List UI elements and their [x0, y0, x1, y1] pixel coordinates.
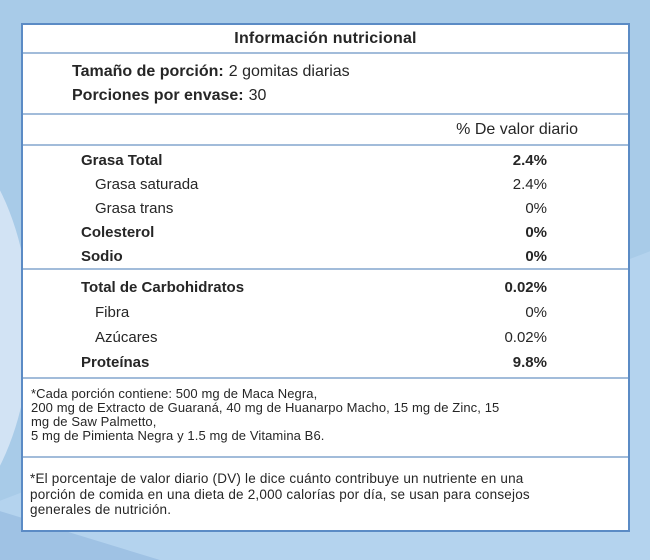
nutrient-name: Grasa trans — [95, 199, 174, 217]
servings-per-container-row: Porciones por envase: 30 — [72, 84, 628, 108]
table-row: Sodio 0% — [23, 244, 628, 268]
serving-size-row: Tamaño de porción: 2 gomitas diarias — [72, 60, 628, 84]
nutrient-value: 0% — [525, 247, 547, 265]
nutrient-name: Proteínas — [81, 354, 150, 371]
table-row: Grasa trans 0% — [23, 196, 628, 220]
table-row: Grasa Total 2.4% — [23, 148, 628, 172]
ingredients-footnote: *Cada porción contiene: 500 mg de Maca N… — [23, 379, 628, 458]
nutrient-name: Colesterol — [81, 223, 155, 241]
table-row: Colesterol 0% — [23, 220, 628, 244]
label-title: Información nutricional — [23, 25, 628, 54]
daily-value-column-header: % De valor diario — [23, 115, 628, 146]
nutrient-section-fats: Grasa Total 2.4% Grasa saturada 2.4% Grasa… — [23, 146, 628, 270]
nutrient-value: 0% — [525, 223, 547, 241]
nutrient-name: Grasa Total — [81, 151, 163, 169]
nutrient-value: 2.4% — [512, 151, 547, 169]
nutrient-name: Sodio — [81, 247, 123, 265]
nutrient-name: Fibra — [95, 304, 130, 321]
nutrient-value: 0% — [525, 304, 547, 321]
nutrient-value: 2.4% — [512, 175, 547, 193]
table-row: Fibra 0% — [23, 300, 628, 325]
serving-size-value: 2 gomitas diarias — [228, 62, 350, 80]
nutrient-section-carbs: Total de Carbohidratos 0.02% Fibra 0% Azúc… — [23, 270, 628, 379]
table-row: Azúcares 0.02% — [23, 325, 628, 350]
nutrient-value: 0% — [525, 199, 547, 217]
nutrition-label: Información nutricional Tamaño de porció… — [21, 23, 630, 532]
nutrient-value: 0.02% — [504, 329, 547, 346]
nutrient-value: 9.8% — [512, 354, 547, 371]
nutrient-value: 0.02% — [504, 279, 547, 296]
table-row: Proteínas 9.8% — [23, 350, 628, 375]
nutrient-name: Azúcares — [95, 329, 158, 346]
servings-per-container-value: 30 — [248, 86, 267, 104]
daily-value-footnote: *El porcentaje de valor diario (DV) le d… — [30, 471, 530, 517]
nutrient-name: Grasa saturada — [95, 175, 199, 193]
serving-section: Tamaño de porción: 2 gomitas diarias Porc… — [23, 54, 628, 115]
serving-size-label: Tamaño de porción: — [72, 62, 224, 80]
table-row: Grasa saturada 2.4% — [23, 172, 628, 196]
nutrient-name: Total de Carbohidratos — [81, 279, 245, 296]
servings-per-container-label: Porciones por envase: — [72, 86, 244, 104]
table-row: Total de Carbohidratos 0.02% — [23, 275, 628, 300]
